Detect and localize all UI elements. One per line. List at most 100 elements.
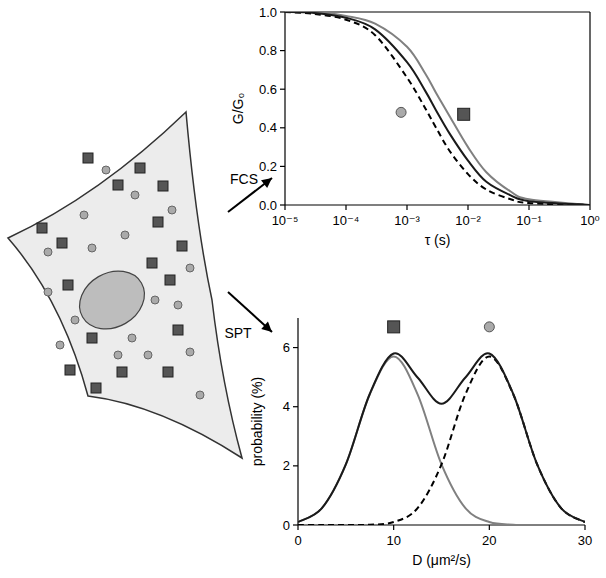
y-tick-label: 0.0 xyxy=(259,198,277,213)
x-tick-label: 10⁻⁴ xyxy=(333,213,360,228)
cell-circle xyxy=(114,351,122,359)
x-tick xyxy=(393,525,394,530)
cell-circle xyxy=(102,166,110,174)
y-tick xyxy=(280,127,285,128)
cell-square xyxy=(117,367,127,377)
y-tick xyxy=(280,89,285,90)
cell-circle xyxy=(151,296,159,304)
cell-square xyxy=(57,238,67,248)
cell-circle xyxy=(44,288,52,296)
y-tick xyxy=(293,406,298,407)
frame-right xyxy=(589,12,590,205)
series-line xyxy=(285,12,590,205)
figure: FCS SPT 10⁻⁵ 10⁻⁴ 10⁻³ 10⁻² 10⁻¹ 10⁰ 0.0 0.2 0.4 0.… xyxy=(0,0,606,578)
cell-circle xyxy=(186,348,194,356)
cell-square xyxy=(135,163,145,173)
annotation-circle xyxy=(396,107,406,117)
cell-square xyxy=(153,217,163,227)
cell-square xyxy=(163,367,173,377)
arrow-head xyxy=(261,178,272,188)
x-axis xyxy=(285,204,590,205)
x-tick-label: 10 xyxy=(386,533,400,548)
chart-line: 10⁻⁵ 10⁻⁴ 10⁻³ 10⁻² 10⁻¹ 10⁰ 0.0 0.2 0.4 0.6 0.8 1.… xyxy=(230,5,600,249)
x-tick xyxy=(589,205,590,210)
arrow-label: FCS xyxy=(230,171,258,187)
cell-square xyxy=(177,241,187,251)
annotation-square xyxy=(388,321,400,333)
x-tick xyxy=(528,205,529,210)
annotation-circle xyxy=(484,322,494,332)
y-tick-label: 0.8 xyxy=(259,43,277,58)
x-tick-label: 10⁻⁵ xyxy=(272,213,299,228)
x-tick-label: 10⁰ xyxy=(580,213,600,228)
y-tick xyxy=(293,524,298,525)
plot-area xyxy=(298,353,585,525)
y-tick-label: 0 xyxy=(283,518,290,533)
arrow-label: SPT xyxy=(224,325,252,341)
x-tick xyxy=(345,205,346,210)
y-tick xyxy=(280,50,285,51)
cell-square xyxy=(37,223,47,233)
x-tick-label: 30 xyxy=(578,533,592,548)
cell-square xyxy=(147,258,157,268)
frame-top xyxy=(285,11,590,12)
cell-square xyxy=(65,365,75,375)
x-tick-label: 20 xyxy=(482,533,496,548)
cell-circle xyxy=(121,231,129,239)
x-tick xyxy=(584,525,585,530)
cell-circle xyxy=(88,244,96,252)
arrow: SPT xyxy=(224,292,272,341)
chart-line: 0 10 20 30 0 2 4 6 D (μm²/s) probability (%) xyxy=(249,318,592,568)
cell-square xyxy=(91,383,101,393)
cell-circle xyxy=(44,248,52,256)
x-tick-label: 10⁻³ xyxy=(394,213,420,228)
y-tick-label: 1.0 xyxy=(259,5,277,20)
plot-area xyxy=(285,12,590,205)
cell-circle xyxy=(131,191,139,199)
y-tick-label: 4 xyxy=(283,399,290,414)
series-line xyxy=(298,356,585,525)
cell-circle xyxy=(196,391,204,399)
y-tick-label: 2 xyxy=(283,458,290,473)
y-tick xyxy=(293,465,298,466)
y-axis-title: probability (%) xyxy=(249,377,265,466)
y-axis-title: G/G₀ xyxy=(230,93,246,125)
cell-circle xyxy=(168,206,176,214)
x-tick-label: 0 xyxy=(294,533,301,548)
x-tick-label: 10⁻² xyxy=(455,213,481,228)
series-line xyxy=(285,12,590,205)
series-line xyxy=(285,12,590,205)
cell-circle xyxy=(56,341,64,349)
y-axis xyxy=(297,318,298,525)
nucleus xyxy=(69,260,155,341)
y-tick-label: 0.6 xyxy=(259,82,277,97)
x-tick xyxy=(297,525,298,530)
cell-square xyxy=(113,180,123,190)
x-axis-title: D (μm²/s) xyxy=(412,552,471,568)
series-line xyxy=(298,356,585,525)
cell-square xyxy=(173,325,183,335)
x-tick xyxy=(284,205,285,210)
x-tick xyxy=(467,205,468,210)
cell-square xyxy=(87,333,97,343)
arrow-head xyxy=(261,322,272,332)
cell-circle xyxy=(186,264,194,272)
cell-square xyxy=(63,280,73,290)
cell-circle xyxy=(144,351,152,359)
x-tick-label: 10⁻¹ xyxy=(516,213,542,228)
cell-square xyxy=(83,153,93,163)
cell-outline xyxy=(8,112,242,458)
cell-circle xyxy=(174,301,182,309)
x-axis-title: τ (s) xyxy=(425,232,451,248)
y-tick-label: 0.4 xyxy=(259,120,277,135)
cell-square xyxy=(165,275,175,285)
y-tick-label: 6 xyxy=(283,340,290,355)
series-line xyxy=(298,353,585,522)
y-tick xyxy=(280,166,285,167)
y-tick-label: 0.2 xyxy=(259,159,277,174)
x-tick xyxy=(489,525,490,530)
y-tick xyxy=(280,204,285,205)
cell-square xyxy=(158,181,168,191)
cell xyxy=(8,112,242,458)
y-axis xyxy=(284,12,285,205)
